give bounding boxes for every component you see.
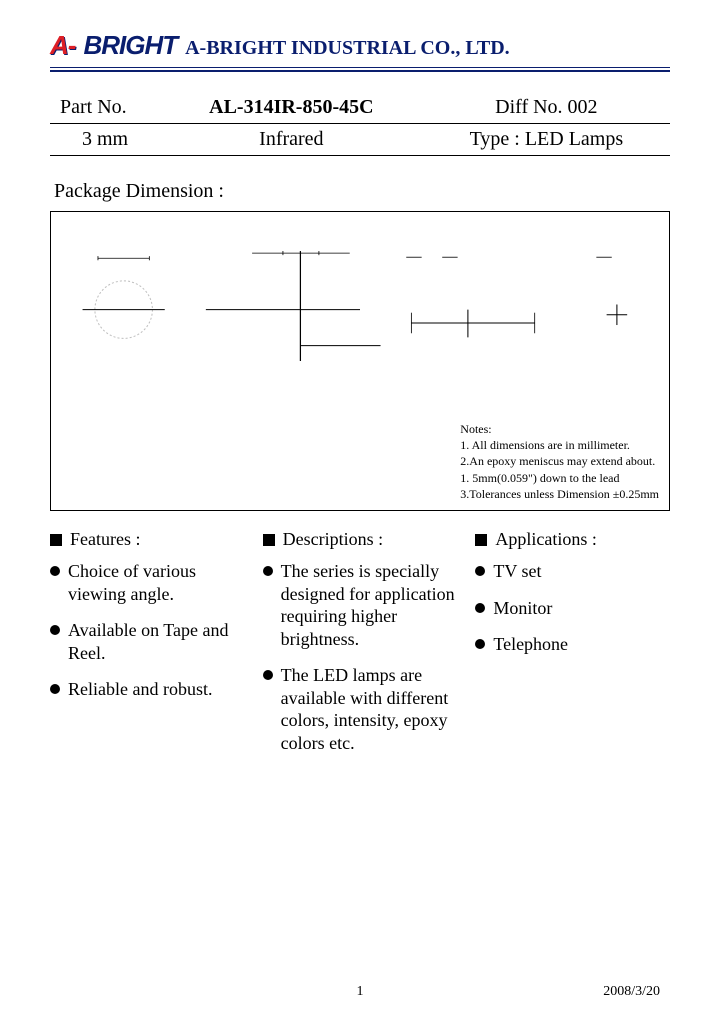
page-header: A- BRIGHT A-BRIGHT INDUSTRIAL CO., LTD. [50,30,670,61]
table-row: Part No. AL-314IR-850-45C Diff No. 002 [50,92,670,124]
applications-title: Applications : [495,529,597,550]
descriptions-title: Descriptions : [283,529,384,550]
descriptions-column: Descriptions : The series is specially d… [263,529,458,768]
wavelength-value: Infrared [160,124,423,156]
list-item: Choice of various viewing angle. [50,560,245,605]
item-text: Monitor [493,597,552,620]
item-text: Available on Tape and Reel. [68,619,245,664]
note-line: 2.An epoxy meniscus may extend about. [460,453,659,469]
info-columns: Features : Choice of various viewing ang… [50,529,670,768]
logo-a: A- [50,30,75,61]
item-text: The LED lamps are available with differe… [281,664,458,754]
note-line: 1. All dimensions are in millimeter. [460,437,659,453]
part-info-table: Part No. AL-314IR-850-45C Diff No. 002 3… [50,92,670,156]
list-item: Telephone [475,633,670,656]
bullet-icon [475,639,485,649]
package-dimension-title: Package Dimension : [54,180,670,203]
bullet-icon [475,603,485,613]
list-item: The LED lamps are available with differe… [263,664,458,754]
list-item: TV set [475,560,670,583]
package-dimension-diagram: Notes: 1. All dimensions are in millimet… [50,211,670,511]
applications-header: Applications : [475,529,670,550]
item-text: TV set [493,560,541,583]
bullet-icon [263,670,273,680]
item-text: Telephone [493,633,568,656]
logo-bright: BRIGHT [83,30,177,61]
company-name: A-BRIGHT INDUSTRIAL CO., LTD. [185,37,510,60]
part-no-value: AL-314IR-850-45C [160,92,423,124]
note-line: 3.Tolerances unless Dimension ±0.25mm [460,486,659,502]
descriptions-header: Descriptions : [263,529,458,550]
list-item: The series is specially designed for app… [263,560,458,650]
diagram-notes: Notes: 1. All dimensions are in millimet… [460,421,659,502]
item-text: Reliable and robust. [68,678,212,701]
item-text: The series is specially designed for app… [281,560,458,650]
item-text: Choice of various viewing angle. [68,560,245,605]
bullet-icon [50,625,60,635]
diff-no: Diff No. 002 [423,92,670,124]
bullet-icon [50,684,60,694]
notes-title: Notes: [460,421,659,437]
page-date: 2008/3/20 [603,984,660,1000]
applications-column: Applications : TV set Monitor Telephone [475,529,670,768]
features-title: Features : [70,529,140,550]
part-no-label: Part No. [50,92,160,124]
list-item: Monitor [475,597,670,620]
features-column: Features : Choice of various viewing ang… [50,529,245,768]
square-bullet-icon [50,534,62,546]
list-item: Reliable and robust. [50,678,245,701]
list-item: Available on Tape and Reel. [50,619,245,664]
bullet-icon [50,566,60,576]
divider-thin [50,67,670,68]
bullet-icon [475,566,485,576]
note-line: 1. 5mm(0.059") down to the lead [460,470,659,486]
features-header: Features : [50,529,245,550]
bullet-icon [263,566,273,576]
square-bullet-icon [263,534,275,546]
divider-thick [50,70,670,72]
square-bullet-icon [475,534,487,546]
size-value: 3 mm [50,124,160,156]
table-row: 3 mm Infrared Type : LED Lamps [50,124,670,156]
type-value: Type : LED Lamps [423,124,670,156]
